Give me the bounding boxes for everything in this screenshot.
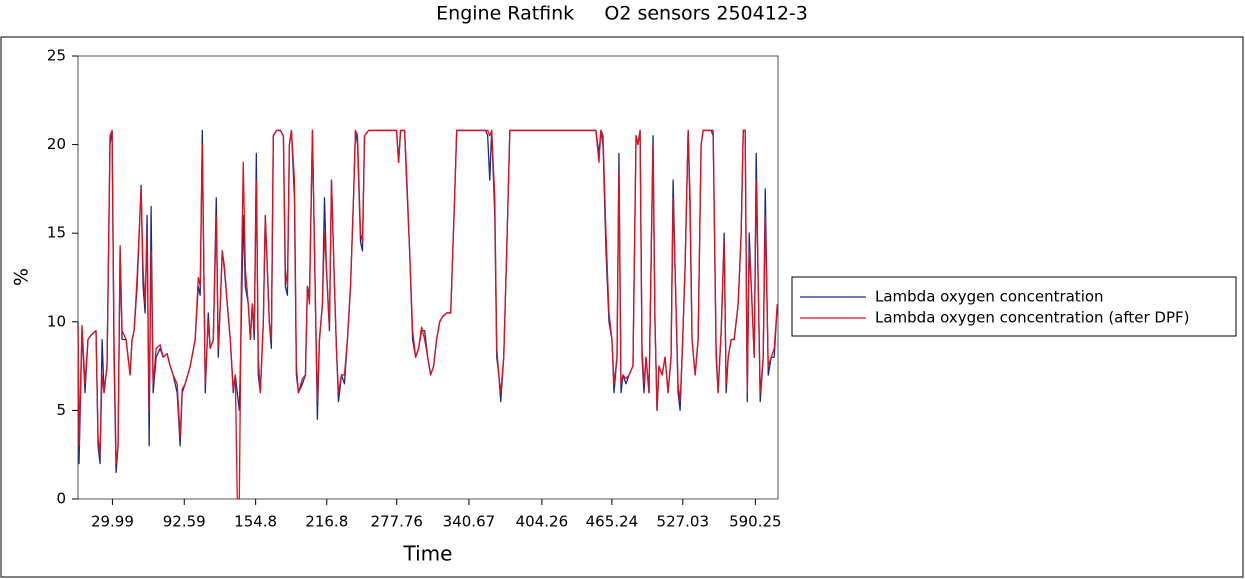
y-tick-label: 0 (56, 490, 66, 508)
x-tick-label: 154.8 (234, 513, 277, 531)
y-tick-label: 5 (56, 401, 66, 419)
y-tick-label: 10 (47, 312, 66, 330)
y-tick-label: 20 (47, 135, 66, 153)
legend-label: Lambda oxygen concentration (after DPF) (875, 309, 1190, 327)
x-axis-label: Time (403, 542, 453, 566)
x-tick-label: 216.8 (305, 513, 348, 531)
x-tick-label: 340.67 (443, 513, 496, 531)
x-tick-label: 92.59 (163, 513, 206, 531)
x-tick-label: 404.26 (516, 513, 569, 531)
legend-label: Lambda oxygen concentration (875, 288, 1104, 306)
plot-area (77, 55, 779, 500)
y-tick-label: 25 (47, 47, 66, 65)
x-tick-label: 29.99 (91, 513, 134, 531)
x-tick-label: 465.24 (586, 513, 639, 531)
x-tick-label: 590.25 (729, 513, 782, 531)
x-tick-label: 277.76 (370, 513, 423, 531)
data-line (77, 129, 778, 500)
y-axis-label: % (11, 268, 33, 286)
y-tick-label: 15 (47, 224, 66, 242)
legend (791, 276, 1237, 337)
x-tick-label: 527.03 (657, 513, 710, 531)
chart-title: Engine Ratfink O2 sensors 250412-3 (436, 3, 808, 25)
